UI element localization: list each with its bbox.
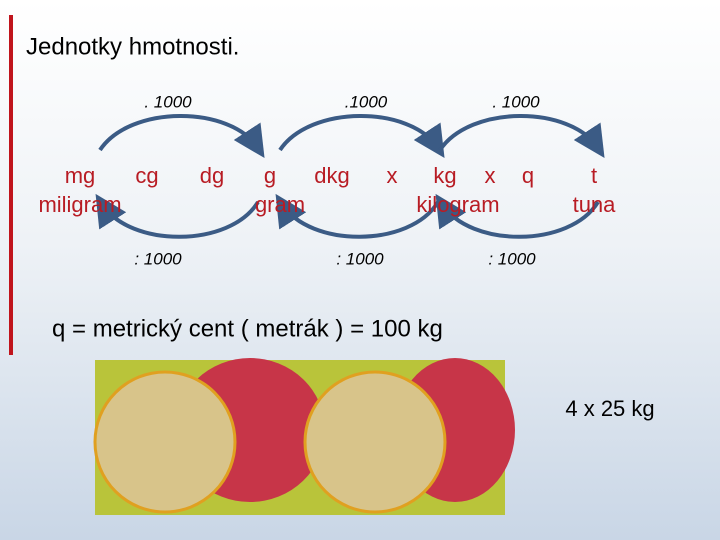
note: q = metrický cent ( metrák ) = 100 kg [52, 315, 443, 342]
unit-name: gram [255, 192, 305, 217]
multiplier: . 1000 [144, 92, 192, 111]
potato-sack [93, 370, 237, 514]
unit: mg [65, 163, 96, 188]
arrow [98, 114, 265, 159]
title: Jednotky hmotnosti. [26, 33, 239, 60]
unit-name: miligram [38, 192, 121, 217]
unit: dkg [314, 163, 349, 188]
divisor: : 1000 [488, 249, 536, 268]
divisor: : 1000 [134, 249, 182, 268]
unit-name: kilogram [416, 192, 499, 217]
multiplier: . 1000 [492, 92, 540, 111]
potato-sack [303, 370, 447, 514]
arrow [278, 114, 445, 159]
unit: g [264, 163, 276, 188]
accent-bar [9, 15, 13, 355]
potato-image [93, 358, 515, 515]
unit: kg [433, 163, 456, 188]
unit: x [387, 163, 398, 188]
unit: x [485, 163, 496, 188]
arrow [275, 193, 440, 239]
unit-name: tuna [573, 192, 617, 217]
unit: dg [200, 163, 224, 188]
image-caption: 4 x 25 kg [565, 396, 654, 421]
divisor: : 1000 [336, 249, 384, 268]
unit: t [591, 163, 597, 188]
multiplier: .1000 [345, 92, 388, 111]
arrow [435, 193, 600, 239]
arrow [95, 193, 260, 239]
arrow [438, 114, 605, 159]
arrows [95, 114, 605, 239]
unit: q [522, 163, 534, 188]
unit: cg [135, 163, 158, 188]
